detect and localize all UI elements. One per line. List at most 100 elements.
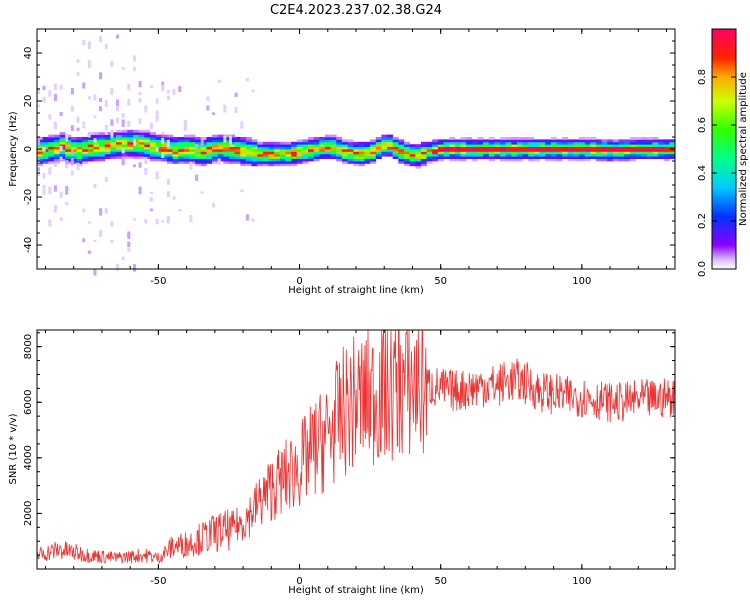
heatmap-cell <box>138 151 145 155</box>
heatmap-cell <box>663 153 670 157</box>
heatmap-speckle <box>65 163 69 169</box>
heatmap-cell <box>341 156 348 159</box>
heatmap-cell <box>200 161 207 164</box>
heatmap-cell <box>65 151 72 155</box>
heatmap-cell <box>189 141 196 145</box>
heatmap-cell <box>545 149 552 152</box>
heatmap-cell <box>178 139 185 143</box>
heatmap-cell <box>206 137 213 140</box>
heatmap-cell <box>212 161 218 164</box>
heatmap-cell <box>437 144 444 147</box>
heatmap-cell <box>341 161 348 164</box>
heatmap-cell <box>206 158 213 162</box>
heatmap-speckle <box>82 238 86 243</box>
colorbar-tick-label: 0.2 <box>697 213 708 229</box>
heatmap-speckle <box>127 247 131 252</box>
heatmap-cell <box>155 144 162 147</box>
heatmap-cell <box>149 146 156 150</box>
heatmap-cell <box>155 141 162 145</box>
heatmap-cell <box>528 137 535 140</box>
heatmap-cell <box>579 158 585 162</box>
heatmap-speckle <box>155 146 159 152</box>
heatmap-cell <box>364 149 371 152</box>
heatmap-cell <box>387 151 394 155</box>
heatmap-cell <box>624 139 631 143</box>
heatmap-cell <box>274 144 281 147</box>
heatmap-cell <box>556 146 563 150</box>
heatmap-cell <box>488 146 495 150</box>
heatmap-cell <box>302 158 309 162</box>
heatmap-cell <box>454 149 461 152</box>
heatmap-cell <box>556 141 563 145</box>
heatmap-cell <box>87 156 94 159</box>
heatmap-cell <box>375 156 382 159</box>
heatmap-cell <box>42 158 49 162</box>
heatmap-cell <box>324 144 331 147</box>
heatmap-cell <box>477 137 484 140</box>
heatmap-cell <box>460 153 467 157</box>
heatmap-cell <box>189 151 196 155</box>
heatmap-cell <box>460 158 467 162</box>
heatmap-cell <box>144 137 151 140</box>
heatmap-speckle <box>183 124 187 132</box>
heatmap-cell <box>579 141 585 145</box>
heatmap-cell <box>110 149 117 152</box>
heatmap-cell <box>206 146 213 150</box>
heatmap-cell <box>579 153 585 157</box>
heatmap-cell <box>449 156 456 159</box>
heatmap-cell <box>375 153 382 157</box>
heatmap-cell <box>533 151 540 155</box>
colorbar: 0.0 0.2 0.4 0.6 0.8 Normalized spectral ampl… <box>697 28 749 277</box>
heatmap-cell <box>212 146 218 150</box>
heatmap-cell <box>375 146 382 150</box>
heatmap-cell <box>212 137 218 140</box>
heatmap-cell <box>324 141 331 145</box>
heatmap-cell <box>302 153 309 157</box>
heatmap-cell <box>229 161 235 164</box>
heatmap-cell <box>483 149 489 152</box>
heatmap-cell <box>104 139 111 143</box>
heatmap-cell <box>601 141 608 145</box>
heatmap-cell <box>178 151 185 155</box>
heatmap-cell <box>212 149 218 152</box>
heatmap-cell <box>149 153 156 157</box>
heatmap-speckle <box>183 120 187 127</box>
heatmap-cell <box>652 139 659 143</box>
heatmap-cell <box>308 146 314 150</box>
heatmap-cell <box>624 153 631 157</box>
heatmap-speckle <box>48 90 52 97</box>
heatmap-cell <box>550 158 557 162</box>
heatmap-cell <box>624 151 631 155</box>
heatmap-cell <box>127 132 134 135</box>
heatmap-cell <box>505 153 512 157</box>
heatmap-cell <box>500 141 506 145</box>
heatmap-cell <box>274 161 281 164</box>
heatmap-cell <box>70 141 77 145</box>
heatmap-speckle <box>82 82 86 89</box>
heatmap-speckle <box>127 241 131 248</box>
heatmap-cell <box>262 151 269 155</box>
heatmap-cell <box>511 158 518 162</box>
heatmap-speckle <box>59 156 63 160</box>
heatmap-speckle <box>76 127 80 131</box>
heatmap-cell <box>240 141 247 145</box>
heatmap-cell <box>358 141 365 145</box>
heatmap-cell <box>460 149 467 152</box>
heatmap-cell <box>59 151 66 155</box>
spectrogram-y-axis-label: Frequency (Hz) <box>8 111 19 187</box>
heatmap-cell <box>37 144 43 147</box>
heatmap-cell <box>53 141 60 145</box>
heatmap-cell <box>505 139 512 143</box>
heatmap-cell <box>500 156 506 159</box>
heatmap-cell <box>567 144 574 147</box>
heatmap-speckle <box>138 80 142 88</box>
heatmap-cell <box>138 146 145 150</box>
heatmap-cell <box>262 158 269 162</box>
heatmap-cell <box>522 139 529 143</box>
heatmap-cell <box>149 158 156 162</box>
heatmap-cell <box>195 153 202 157</box>
heatmap-cell <box>460 146 467 150</box>
heatmap-cell <box>262 146 269 150</box>
heatmap-cell <box>268 156 275 159</box>
heatmap-cell <box>104 141 111 145</box>
